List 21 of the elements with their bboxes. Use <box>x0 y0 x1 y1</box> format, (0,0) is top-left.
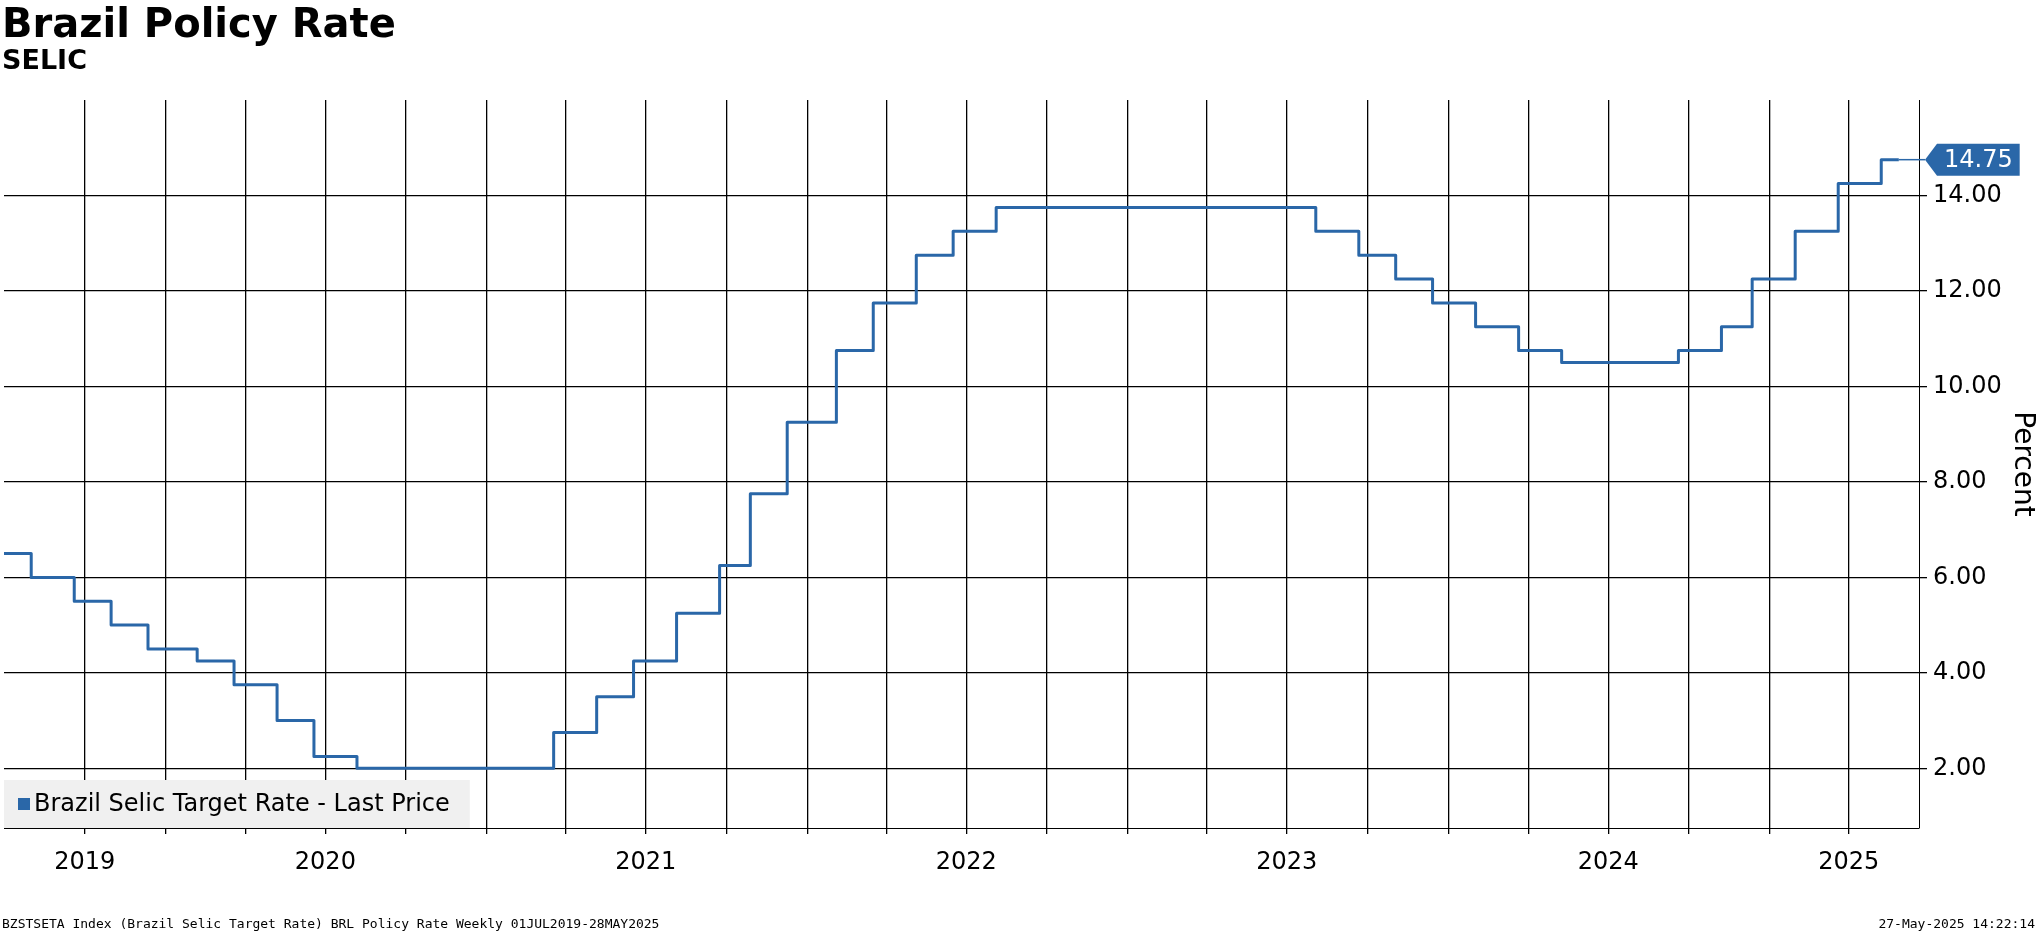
x-tick-label: 2022 <box>935 846 997 875</box>
x-tick-label: 2023 <box>1256 846 1318 875</box>
x-tick-label: 2021 <box>615 846 677 875</box>
y-tick-label: 2.00 <box>1933 752 1987 781</box>
x-tick-label: 2024 <box>1577 846 1639 875</box>
x-tick-label: 2020 <box>294 846 356 875</box>
x-tick-label: 2025 <box>1818 846 1880 875</box>
y-axis-title: Percent <box>2007 411 2041 517</box>
legend-label: Brazil Selic Target Rate - Last Price <box>34 789 450 818</box>
text: BZSTSETA Index (Brazil Selic Target Rate) BRL Policy Rate Weekly 01JUL2019-28MAY2025 <box>2 916 660 931</box>
y-tick-label: 14.00 <box>1933 179 2002 208</box>
x-tick-label: 2019 <box>54 846 116 875</box>
y-tick-label: 8.00 <box>1933 466 1987 495</box>
y-tick-label: 10.00 <box>1933 370 2002 399</box>
chart-title: Brazil Policy Rate <box>2 0 396 46</box>
chart-subtitle: SELIC <box>2 44 87 76</box>
annotation: 14.75 <box>1944 144 2013 173</box>
text: 27-May-2025 14:22:14 <box>1878 916 2035 931</box>
y-tick-label: 6.00 <box>1933 561 1987 590</box>
y-tick-label: 4.00 <box>1933 657 1987 686</box>
y-tick-label: 12.00 <box>1933 275 2002 304</box>
